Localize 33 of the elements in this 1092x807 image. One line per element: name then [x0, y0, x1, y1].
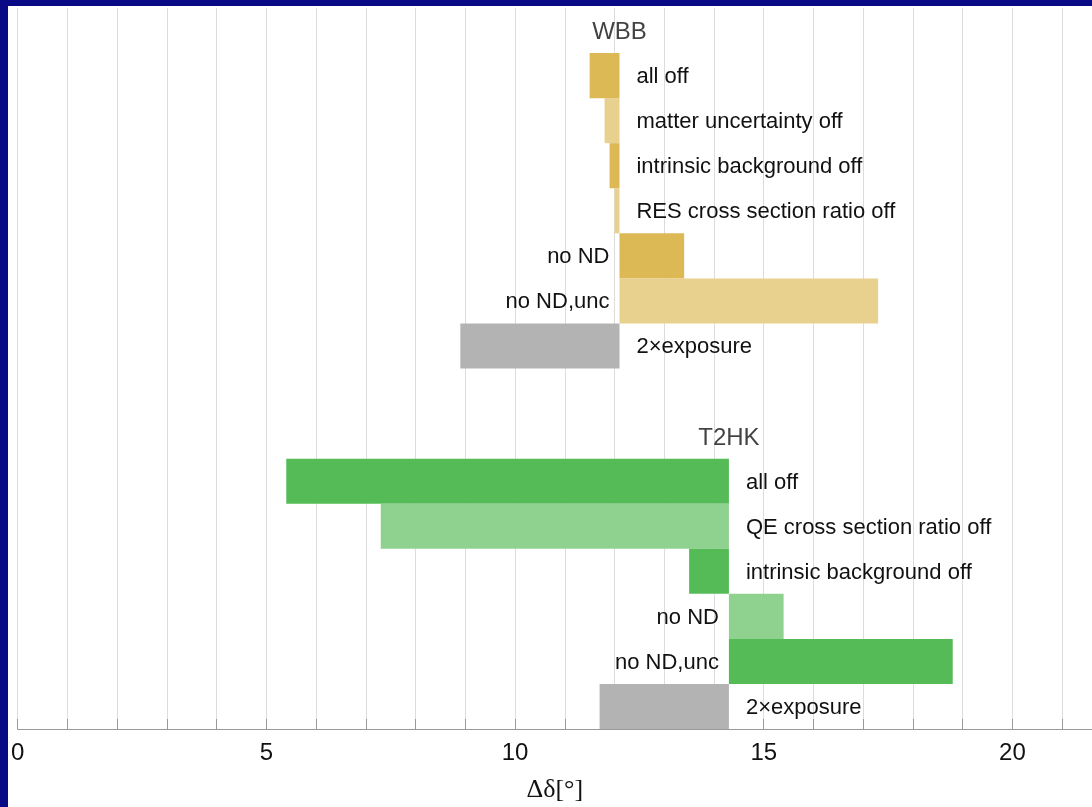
y-tick-label: RES cross section ratio off — [636, 198, 897, 224]
bar — [619, 278, 879, 324]
bar — [589, 53, 620, 99]
bar — [599, 683, 729, 729]
y-tick-label: matter uncertainty off — [636, 108, 844, 134]
y-tick-label: no ND — [547, 243, 610, 269]
bar — [286, 458, 729, 504]
bar — [689, 548, 729, 594]
y-tick-label: all off — [745, 468, 799, 494]
bar — [609, 143, 620, 189]
bar — [728, 593, 784, 639]
x-axis-title: Δδ[°] — [526, 773, 584, 803]
y-tick-label: 2×exposure — [745, 693, 862, 719]
bar — [604, 98, 620, 144]
y-tick-label: no ND — [656, 603, 719, 629]
x-tick-label: 10 — [501, 737, 529, 765]
y-tick-label: no ND,unc — [614, 648, 719, 674]
x-tick-label: 20 — [999, 737, 1026, 765]
bar — [380, 503, 729, 549]
y-tick-label: intrinsic background off — [745, 558, 973, 584]
bar — [460, 323, 620, 369]
x-tick-label: 5 — [259, 737, 274, 765]
bar — [728, 638, 953, 684]
annotation: T2HK — [698, 422, 760, 450]
annotation: WBB — [592, 17, 647, 45]
bar — [619, 233, 685, 279]
x-tick-label: 0 — [10, 737, 25, 765]
y-tick-label: QE cross section ratio off — [745, 513, 993, 539]
y-tick-label: intrinsic background off — [636, 153, 864, 179]
x-tick-label: 15 — [750, 737, 778, 765]
y-tick-label: no ND,unc — [505, 288, 610, 314]
y-tick-label: 2×exposure — [636, 333, 753, 359]
y-tick-label: all off — [636, 63, 690, 89]
